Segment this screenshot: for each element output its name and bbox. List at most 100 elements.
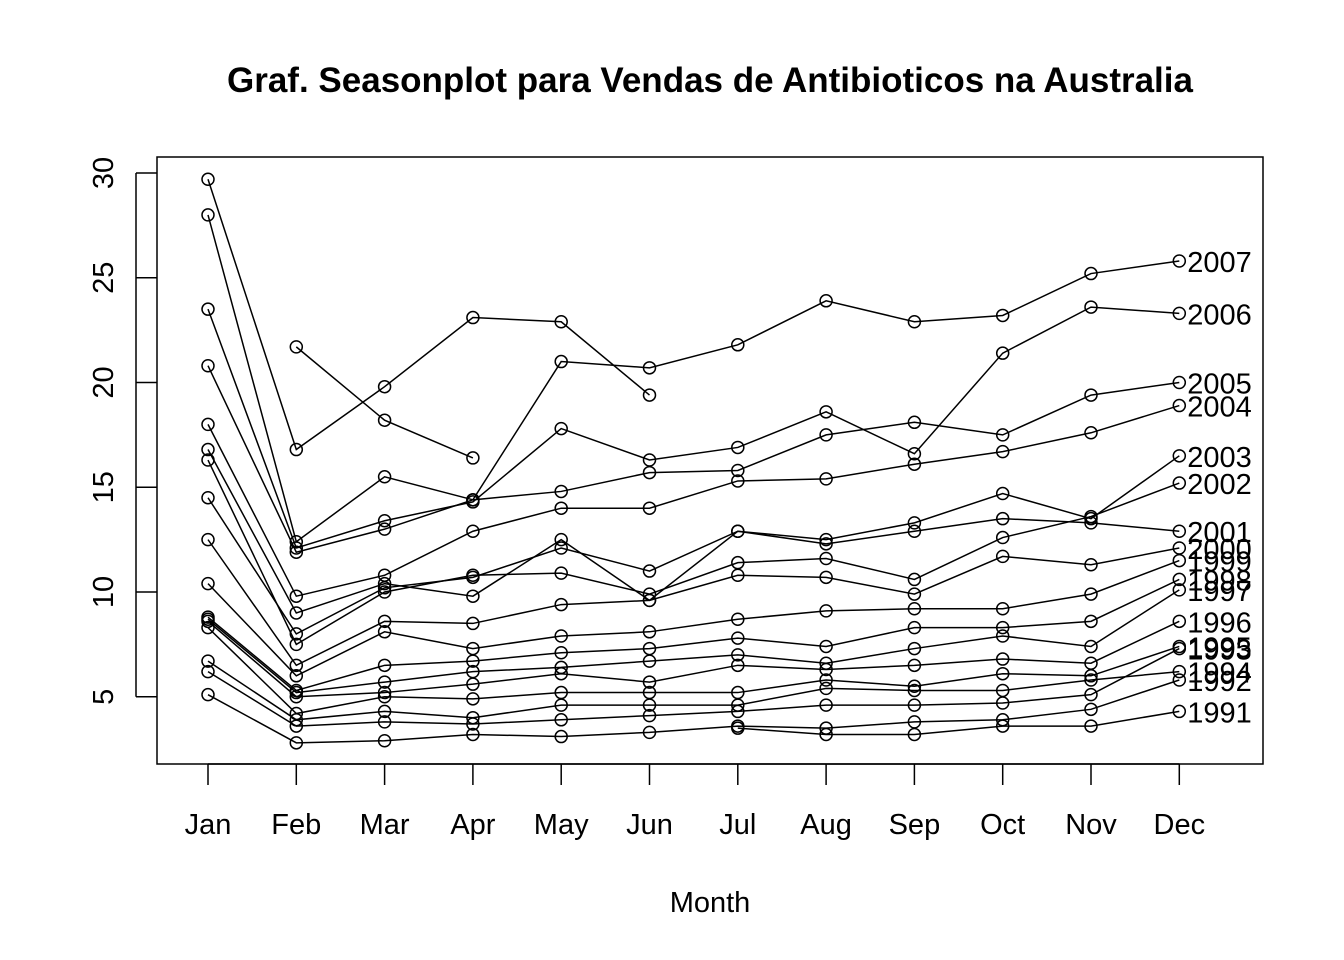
- data-point: [995, 652, 1010, 666]
- series-label: 1992: [1187, 666, 1252, 698]
- data-point: [1172, 375, 1187, 390]
- data-point: [1084, 426, 1098, 440]
- data-point: [995, 629, 1010, 643]
- series-line: [207, 365, 1180, 554]
- x-tick-label: Aug: [800, 809, 852, 841]
- data-point: [1172, 583, 1187, 597]
- data-point: [907, 658, 922, 673]
- data-point: [554, 541, 568, 555]
- data-point: [819, 551, 833, 566]
- data-point: [1172, 541, 1187, 555]
- data-point: [377, 413, 392, 427]
- data-point: [995, 666, 1010, 681]
- series-line: [207, 660, 1180, 721]
- data-point: [995, 620, 1010, 635]
- data-point: [819, 570, 833, 585]
- data-point: [819, 656, 833, 670]
- data-point: [995, 530, 1010, 545]
- series-label: 1991: [1187, 697, 1252, 729]
- series-label: 2000: [1187, 534, 1252, 566]
- data-point: [907, 587, 922, 601]
- data-point: [289, 534, 304, 549]
- data-point: [466, 641, 480, 656]
- data-point: [1084, 639, 1098, 654]
- series-label: 1998: [1187, 565, 1252, 597]
- data-point: [466, 568, 480, 582]
- data-point: [554, 314, 568, 329]
- series-line: [207, 459, 1180, 646]
- data-point: [289, 627, 304, 641]
- data-point: [731, 474, 745, 488]
- data-point: [642, 725, 657, 740]
- data-point: [289, 669, 304, 683]
- data-point: [554, 566, 568, 580]
- data-point: [907, 715, 922, 729]
- data-point: [907, 641, 922, 656]
- data-point: [201, 576, 215, 591]
- data-point: [1172, 524, 1187, 538]
- series-1992: [201, 673, 1187, 750]
- series-2000: [201, 532, 1187, 673]
- data-point: [1084, 673, 1098, 687]
- data-point: [731, 338, 745, 352]
- data-point: [642, 625, 657, 639]
- series-label: 1993: [1187, 635, 1252, 667]
- data-point: [819, 405, 833, 419]
- data-point: [466, 493, 480, 507]
- data-point: [1172, 449, 1187, 463]
- data-point: [819, 639, 833, 654]
- series-label: 1994: [1187, 658, 1252, 690]
- series-1993: [201, 641, 1187, 733]
- data-point: [554, 421, 568, 436]
- data-point: [201, 172, 215, 187]
- series-label: 1997: [1187, 576, 1252, 608]
- data-point: [907, 314, 922, 329]
- data-point: [995, 428, 1010, 442]
- data-point: [995, 346, 1010, 360]
- data-point: [289, 589, 304, 603]
- data-point: [642, 675, 657, 689]
- series-2007: [201, 208, 1187, 549]
- data-point: [554, 660, 568, 675]
- data-point: [201, 358, 215, 373]
- data-point: [907, 457, 922, 471]
- data-point: [907, 524, 922, 538]
- data-point: [1084, 266, 1098, 281]
- series-line: [207, 578, 1180, 692]
- series-2003: [201, 442, 1187, 620]
- data-point: [731, 440, 745, 455]
- data-point: [377, 470, 392, 484]
- data-point: [1172, 673, 1187, 687]
- data-point: [289, 606, 304, 620]
- series-line: [207, 497, 1180, 635]
- data-point: [377, 685, 392, 700]
- data-point: [819, 721, 833, 735]
- data-point: [995, 683, 1010, 698]
- data-point: [907, 698, 922, 712]
- data-point: [377, 658, 392, 673]
- data-point: [289, 340, 304, 354]
- data-point: [1084, 388, 1098, 402]
- data-point: [377, 715, 392, 729]
- x-tick-label: Sep: [889, 809, 941, 841]
- data-point: [642, 453, 657, 467]
- data-point: [995, 511, 1010, 526]
- data-point: [907, 679, 922, 694]
- series-line: [207, 404, 1180, 598]
- data-point: [554, 713, 568, 727]
- data-point: [907, 446, 922, 461]
- x-axis-title: Month: [670, 887, 751, 919]
- data-point: [731, 463, 745, 478]
- series-2004: [201, 398, 1187, 603]
- data-point: [1084, 300, 1098, 314]
- data-point: [731, 555, 745, 570]
- series-2006: [201, 300, 1187, 555]
- data-point: [1172, 254, 1187, 268]
- x-tick-label: Mar: [360, 809, 410, 841]
- series-1998: [201, 572, 1187, 698]
- data-point: [731, 658, 745, 673]
- series-line: [207, 214, 1180, 543]
- series-1996: [201, 614, 1187, 704]
- y-tick-label: 15: [88, 471, 120, 503]
